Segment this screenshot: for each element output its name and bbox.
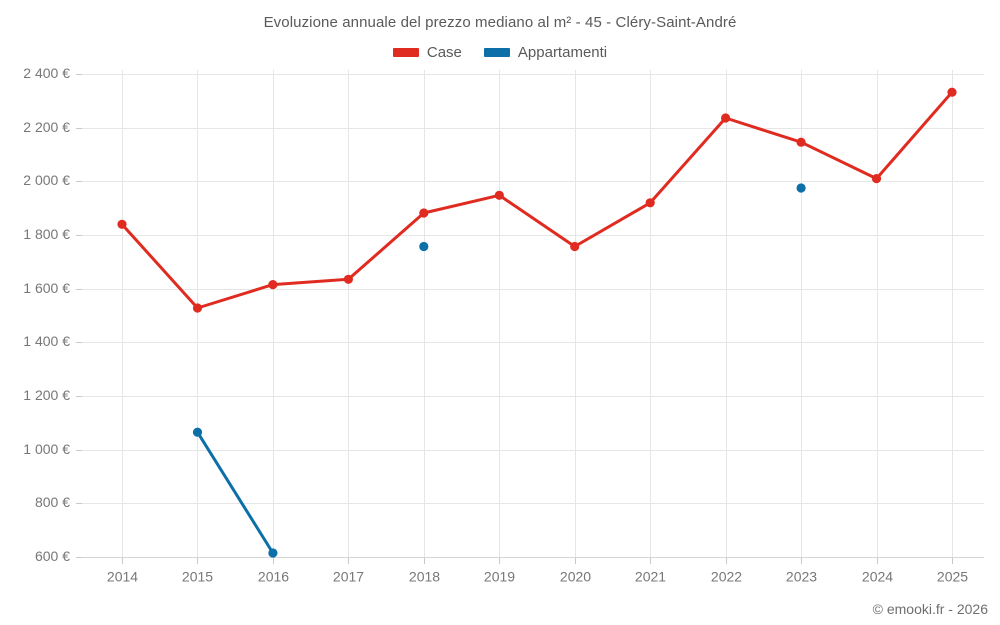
data-point[interactable]	[117, 219, 127, 229]
legend-swatch-case	[392, 48, 419, 57]
data-point[interactable]	[192, 303, 203, 313]
y-axis-tick-label: 2 000 €	[23, 172, 70, 188]
data-point[interactable]	[494, 190, 504, 200]
series-line-case	[120, 90, 954, 310]
y-axis-tick-label: 2 400 €	[23, 65, 70, 81]
y-axis-tick-label: 1 800 €	[23, 226, 70, 242]
x-axis-tick-label: 2018	[409, 568, 440, 584]
y-axis-tick-label: 1 200 €	[23, 387, 70, 403]
x-axis-tick-label: 2025	[937, 568, 968, 584]
y-axis-tick-label: 600 €	[35, 548, 70, 564]
x-axis-tick-label: 2020	[560, 568, 591, 584]
x-axis-tick-label: 2016	[258, 568, 289, 584]
x-axis-tick-label: 2019	[484, 568, 515, 584]
x-axis-tick-label: 2021	[635, 568, 666, 584]
chart-legend: Case Appartamenti	[0, 44, 1000, 61]
y-axis-tick-label: 2 200 €	[23, 119, 70, 135]
legend-label-case: Case	[426, 44, 462, 61]
legend-item-case[interactable]: Case	[392, 44, 462, 61]
y-axis-tick-label: 1 600 €	[23, 280, 70, 296]
data-point[interactable]	[645, 198, 655, 208]
data-point[interactable]	[871, 174, 882, 184]
data-point[interactable]	[796, 183, 806, 193]
legend-label-appartamenti: Appartamenti	[517, 44, 608, 61]
x-axis-tick-label: 2017	[333, 568, 364, 584]
y-axis-tick-label: 800 €	[35, 494, 70, 510]
data-point[interactable]	[796, 137, 806, 147]
data-point[interactable]	[419, 241, 429, 252]
series-line-appartamenti	[196, 430, 275, 555]
data-point[interactable]	[570, 241, 580, 252]
y-axis-tick-label: 1 400 €	[23, 333, 70, 349]
x-axis-tick-label: 2022	[711, 568, 742, 584]
chart-title: Evoluzione annuale del prezzo mediano al…	[263, 14, 737, 31]
x-axis-tick-label: 2023	[786, 568, 817, 584]
legend-swatch-appartamenti	[483, 48, 510, 57]
y-axis-tick-label: 1 000 €	[23, 441, 70, 457]
x-axis-tick-label: 2015	[182, 568, 213, 584]
data-point[interactable]	[947, 87, 957, 97]
chart-credit: © emooki.fr - 2026	[872, 601, 988, 617]
data-point[interactable]	[192, 427, 203, 437]
legend-item-appartamenti[interactable]: Appartamenti	[483, 44, 608, 61]
data-point[interactable]	[419, 208, 429, 218]
data-point[interactable]	[268, 280, 278, 290]
data-point[interactable]	[721, 113, 731, 123]
x-axis-tick-label: 2024	[862, 568, 893, 584]
x-axis-tick-label: 2014	[107, 568, 138, 584]
data-point[interactable]	[343, 274, 353, 284]
data-point[interactable]	[268, 548, 278, 558]
